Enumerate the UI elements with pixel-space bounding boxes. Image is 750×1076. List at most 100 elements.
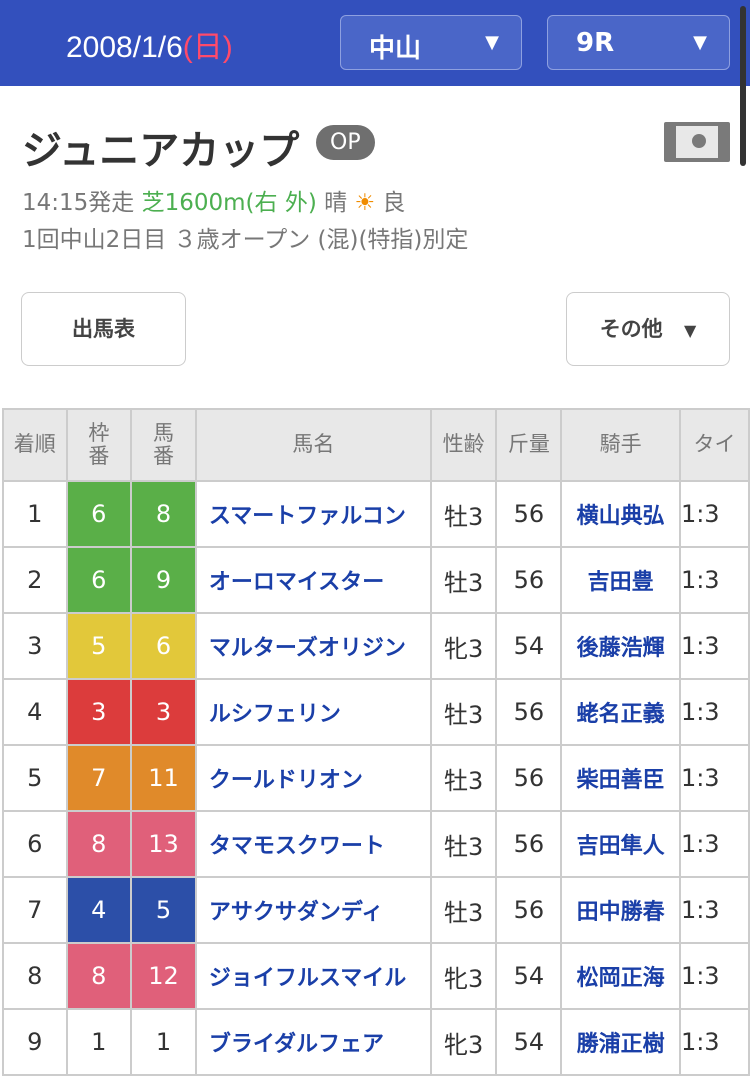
frame-cell: 1 [65,1008,133,1076]
time-cell: 1:3 [678,546,750,614]
video-icon[interactable] [664,122,730,162]
dropdown-arrow-icon: ▼ [693,32,707,53]
jockey-link[interactable]: 田中勝春 [560,876,681,944]
weight-cell: 56 [495,810,563,878]
sex-age-cell: 牡3 [429,744,498,812]
table-row: 9 1 1 ブライダルフェア 牝3 54 勝浦正樹 1:3 [2,1008,750,1076]
position-cell: 7 [2,876,68,944]
weight-cell: 56 [495,546,563,614]
venue-select[interactable]: 中山 ▼ [340,15,522,70]
table-row: 8 8 12 ジョイフルスマイル 牝3 54 松岡正海 1:3 [2,942,750,1010]
grade-badge: OP [316,125,375,160]
horse-name-link[interactable]: ジョイフルスマイル [194,942,432,1010]
table-row: 3 5 6 マルターズオリジン 牝3 54 後藤浩輝 1:3 [2,612,750,680]
jockey-link[interactable]: 柴田善臣 [560,744,681,812]
frame-cell: 3 [65,678,133,746]
column-header: 騎手 [560,408,681,482]
weight-cell: 54 [495,1008,563,1076]
column-header: 馬 番 [130,408,197,482]
position-cell: 1 [2,480,68,548]
horse-name-link[interactable]: クールドリオン [194,744,432,812]
frame-cell: 4 [65,876,133,944]
column-header: タイ [678,408,750,482]
other-button[interactable]: その他 ▼ [566,292,730,366]
time-cell: 1:3 [678,612,750,680]
time-cell: 1:3 [678,1008,750,1076]
dropdown-arrow-icon: ▼ [485,32,499,53]
scrollbar[interactable] [740,6,746,166]
race-conditions: 14:15発走 芝1600m(右 外) 晴 ☀ 良 [22,190,406,216]
time-cell: 1:3 [678,480,750,548]
sex-age-cell: 牝3 [429,612,498,680]
position-cell: 9 [2,1008,68,1076]
sex-age-cell: 牝3 [429,1008,498,1076]
position-cell: 5 [2,744,68,812]
column-header: 着順 [2,408,68,482]
jockey-link[interactable]: 吉田豊 [560,546,681,614]
table-row: 7 4 5 アサクサダンディ 牡3 56 田中勝春 1:3 [2,876,750,944]
sex-age-cell: 牡3 [429,546,498,614]
time-cell: 1:3 [678,876,750,944]
horse-name-link[interactable]: スマートファルコン [194,480,432,548]
jockey-link[interactable]: 蛯名正義 [560,678,681,746]
weight-cell: 56 [495,744,563,812]
time-cell: 1:3 [678,810,750,878]
horse-name-link[interactable]: マルターズオリジン [194,612,432,680]
table-row: 4 3 3 ルシフェリン 牡3 56 蛯名正義 1:3 [2,678,750,746]
position-cell: 3 [2,612,68,680]
table-row: 1 6 8 スマートファルコン 牡3 56 横山典弘 1:3 [2,480,750,548]
sun-icon: ☀ [354,190,376,216]
race-date: 2008/1/6(日) [66,31,233,64]
horse-number-cell: 8 [130,480,197,548]
horse-name-link[interactable]: オーロマイスター [194,546,432,614]
horse-number-cell: 13 [130,810,197,878]
column-header: 馬名 [194,408,432,482]
position-cell: 6 [2,810,68,878]
time-cell: 1:3 [678,942,750,1010]
weight-cell: 56 [495,678,563,746]
sex-age-cell: 牡3 [429,810,498,878]
horse-number-cell: 11 [130,744,197,812]
horse-number-cell: 6 [130,612,197,680]
horse-name-link[interactable]: アサクサダンディ [194,876,432,944]
horse-name-link[interactable]: ルシフェリン [194,678,432,746]
position-cell: 8 [2,942,68,1010]
frame-cell: 5 [65,612,133,680]
weight-cell: 54 [495,612,563,680]
race-select[interactable]: 9R ▼ [547,15,730,70]
horse-number-cell: 12 [130,942,197,1010]
sex-age-cell: 牡3 [429,480,498,548]
time-cell: 1:3 [678,678,750,746]
jockey-link[interactable]: 後藤浩輝 [560,612,681,680]
sex-age-cell: 牝3 [429,942,498,1010]
dropdown-arrow-icon: ▼ [684,321,697,340]
horse-name-link[interactable]: ブライダルフェア [194,1008,432,1076]
race-info: 1回中山2日目 ３歳オープン (混)(特指)別定 [22,227,469,253]
sex-age-cell: 牡3 [429,876,498,944]
jockey-link[interactable]: 松岡正海 [560,942,681,1010]
position-cell: 2 [2,546,68,614]
entries-button[interactable]: 出馬表 [21,292,186,366]
table-row: 2 6 9 オーロマイスター 牡3 56 吉田豊 1:3 [2,546,750,614]
time-cell: 1:3 [678,744,750,812]
column-header: 枠 番 [65,408,133,482]
horse-number-cell: 1 [130,1008,197,1076]
column-header: 斤量 [495,408,563,482]
column-header: 性齢 [429,408,498,482]
weight-cell: 56 [495,876,563,944]
frame-cell: 8 [65,810,133,878]
horse-name-link[interactable]: タマモスクワート [194,810,432,878]
race-title: ジュニアカップ [22,128,300,174]
top-bar: 2008/1/6(日) 中山 ▼ 9R ▼ [0,0,750,86]
horse-number-cell: 3 [130,678,197,746]
frame-cell: 8 [65,942,133,1010]
weight-cell: 56 [495,480,563,548]
jockey-link[interactable]: 勝浦正樹 [560,1008,681,1076]
table-row: 6 8 13 タマモスクワート 牡3 56 吉田隼人 1:3 [2,810,750,878]
jockey-link[interactable]: 横山典弘 [560,480,681,548]
results-table: 着順枠 番馬 番馬名 性齢 斤量 騎手 タイ 1 6 8 スマートファルコン 牡3 56 横山典弘 1… [2,408,750,1076]
jockey-link[interactable]: 吉田隼人 [560,810,681,878]
sex-age-cell: 牡3 [429,678,498,746]
horse-number-cell: 9 [130,546,197,614]
horse-number-cell: 5 [130,876,197,944]
